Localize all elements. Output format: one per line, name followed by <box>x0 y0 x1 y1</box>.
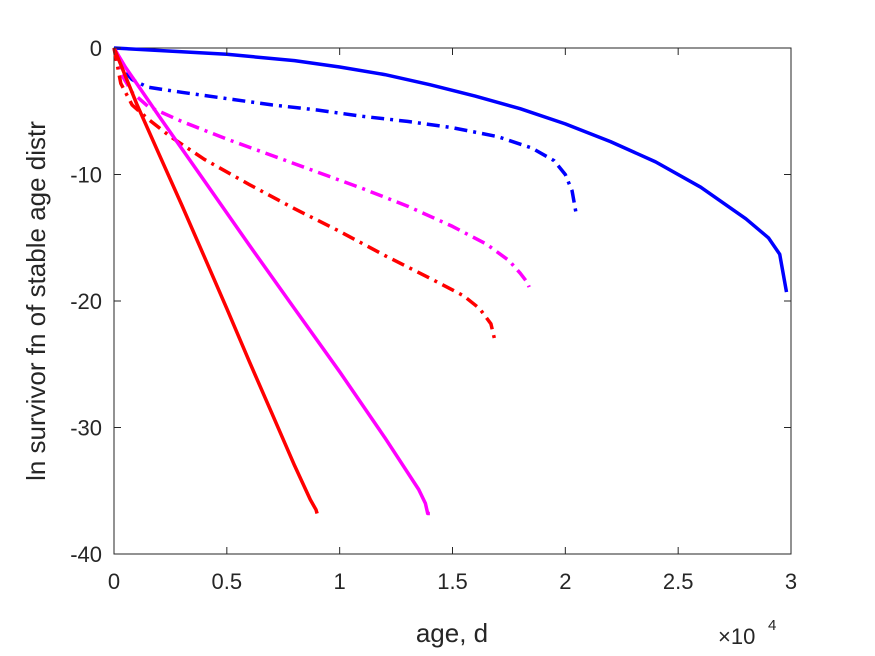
plot-area <box>113 47 792 555</box>
y-tick-label: -40 <box>70 542 102 567</box>
x-tick-label: 1 <box>334 569 346 594</box>
x-tick-label: 0 <box>108 569 120 594</box>
series-line-5 <box>112 47 430 516</box>
x-tick-label: 3 <box>785 569 797 594</box>
x-axis-ticks: 0 0.5 1 1.5 2 2.5 3 <box>108 48 797 594</box>
y-tick-label: -30 <box>70 416 102 441</box>
x-tick-label: 0.5 <box>212 569 243 594</box>
series-line-1 <box>113 46 789 293</box>
y-axis-ticks: 0 -10 -20 -30 -40 <box>70 36 791 567</box>
x-axis-exponent: ×10 4 <box>718 617 776 649</box>
series-line-6 <box>112 47 319 514</box>
y-tick-label: -20 <box>70 289 102 314</box>
x-tick-label: 2 <box>559 569 571 594</box>
series-layer <box>112 46 789 516</box>
y-tick-label: -10 <box>70 163 102 188</box>
x-tick-label: 2.5 <box>663 569 694 594</box>
x-axis-label: age, d <box>416 618 488 648</box>
x-tick-label: 1.5 <box>437 569 468 594</box>
series-line-3 <box>112 47 531 288</box>
series-line-2 <box>112 47 579 217</box>
x-axis-exponent-base: ×10 <box>718 624 755 649</box>
y-tick-label: 0 <box>90 36 102 61</box>
y-axis-label: ln survivor fn of stable age distr <box>21 121 51 481</box>
x-axis-exponent-power: 4 <box>768 617 776 634</box>
